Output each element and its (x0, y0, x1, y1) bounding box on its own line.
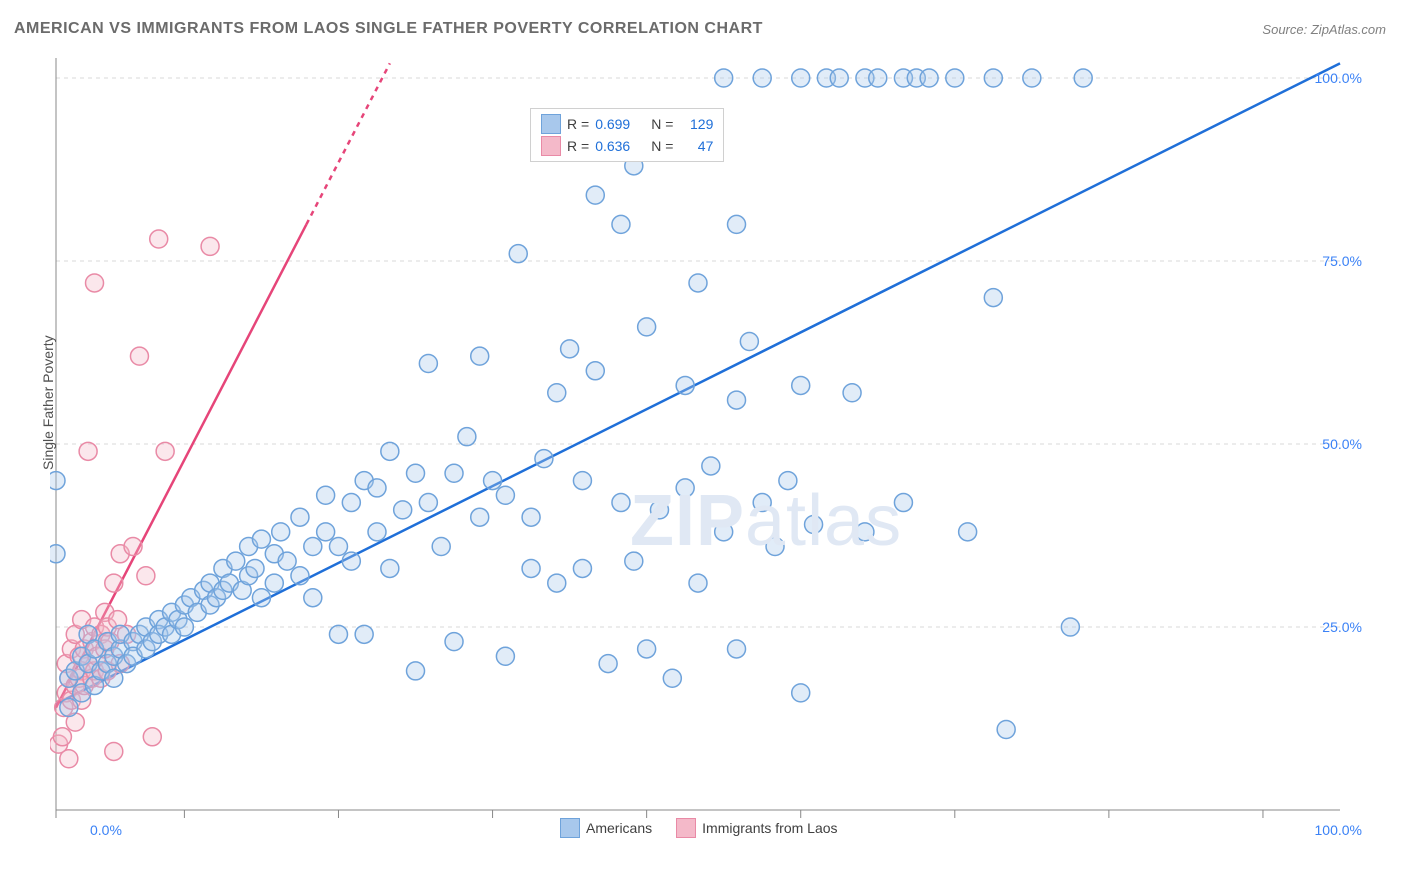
legend-series: Americans Immigrants from Laos (560, 818, 838, 838)
source-value: ZipAtlas.com (1311, 22, 1386, 37)
n-value: 129 (679, 113, 713, 135)
source-label: Source: (1262, 22, 1307, 37)
r-label: R = (567, 113, 589, 135)
legend-series-label: Americans (586, 820, 652, 836)
y-tick-label: 25.0% (1322, 619, 1362, 635)
legend-series-item: Immigrants from Laos (676, 818, 837, 838)
n-label: N = (651, 135, 673, 157)
y-tick-label: 75.0% (1322, 253, 1362, 269)
y-tick-label: 100.0% (1315, 70, 1362, 86)
r-label: R = (567, 135, 589, 157)
y-axis-label: Single Father Poverty (40, 335, 56, 470)
n-label: N = (651, 113, 673, 135)
y-tick-label: 50.0% (1322, 436, 1362, 452)
legend-correlation-row: R = 0.699 N = 129 (541, 113, 713, 135)
r-value: 0.699 (595, 113, 645, 135)
legend-swatch (541, 114, 561, 134)
x-axis-label-min: 0.0% (90, 822, 122, 838)
legend-swatch (541, 136, 561, 156)
scatter-plot-svg (50, 50, 1370, 830)
n-value: 47 (679, 135, 713, 157)
legend-correlation-row: R = 0.636 N = 47 (541, 135, 713, 157)
source-attribution: Source: ZipAtlas.com (1262, 22, 1386, 37)
legend-series-item: Americans (560, 818, 652, 838)
legend-swatch (676, 818, 696, 838)
r-value: 0.636 (595, 135, 645, 157)
chart-area: ZIPatlas R =0.699N =129R =0.636N =47 Sin… (50, 50, 1380, 840)
legend-correlation: R = 0.699 N = 129 R = 0.636 N = 47 (530, 108, 724, 162)
x-axis-label-max: 100.0% (1315, 822, 1362, 838)
legend-swatch (560, 818, 580, 838)
chart-title: AMERICAN VS IMMIGRANTS FROM LAOS SINGLE … (14, 20, 763, 38)
legend-series-label: Immigrants from Laos (702, 820, 837, 836)
